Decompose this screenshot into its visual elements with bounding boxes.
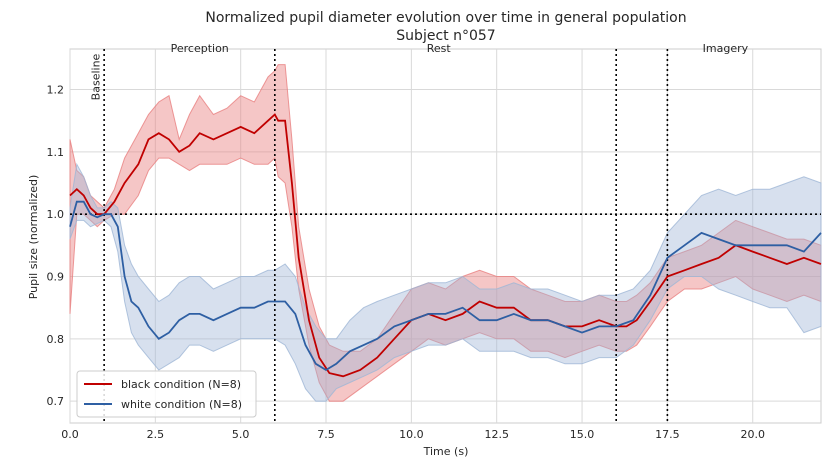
legend-label-white: white condition (N=8) [121, 398, 242, 411]
phase-label: Imagery [703, 42, 749, 55]
legend: black condition (N=8) white condition (N… [76, 370, 257, 418]
x-tick-label: 0.0 [61, 428, 79, 441]
y-tick-label: 0.9 [47, 271, 65, 284]
legend-box [76, 370, 257, 418]
y-tick-label: 0.8 [47, 333, 65, 346]
phase-label: Perception [171, 42, 229, 55]
phase-label: Baseline [90, 53, 103, 100]
legend-label-black: black condition (N=8) [121, 378, 241, 391]
x-tick-label: 2.5 [147, 428, 165, 441]
chart-title: Normalized pupil diameter evolution over… [205, 10, 686, 26]
y-tick-label: 1.2 [47, 84, 65, 97]
series-line-1 [69, 200, 822, 372]
phase-labels: Baseline Perception Rest Imagery [90, 42, 749, 100]
x-tick-label: 12.5 [484, 428, 509, 441]
series-line-0 [69, 113, 822, 378]
y-axis-label: Pupil size (normalized) [27, 175, 40, 300]
x-tick-label: 17.5 [655, 428, 680, 441]
x-tick-label: 20.0 [740, 428, 765, 441]
y-tick-label: 1.0 [47, 208, 65, 221]
y-tick-label: 0.7 [47, 395, 65, 408]
x-tick-label: 15.0 [570, 428, 595, 441]
series-lines [69, 113, 822, 378]
chart-subtitle: Subject n°057 [396, 28, 495, 44]
tick-labels: 0.0 2.5 5.0 7.5 10.0 12.5 15.0 17.5 20.0 0.7 0.8 0.… [47, 84, 765, 441]
confidence-band-1 [69, 162, 822, 402]
x-tick-label: 7.5 [317, 428, 335, 441]
y-tick-label: 1.1 [47, 146, 65, 159]
x-tick-label: 10.0 [399, 428, 424, 441]
x-tick-label: 5.0 [232, 428, 250, 441]
confidence-bands [69, 64, 822, 402]
phase-label: Rest [427, 42, 452, 55]
reference-lines [70, 49, 821, 423]
x-axis-label: Time (s) [423, 445, 469, 458]
